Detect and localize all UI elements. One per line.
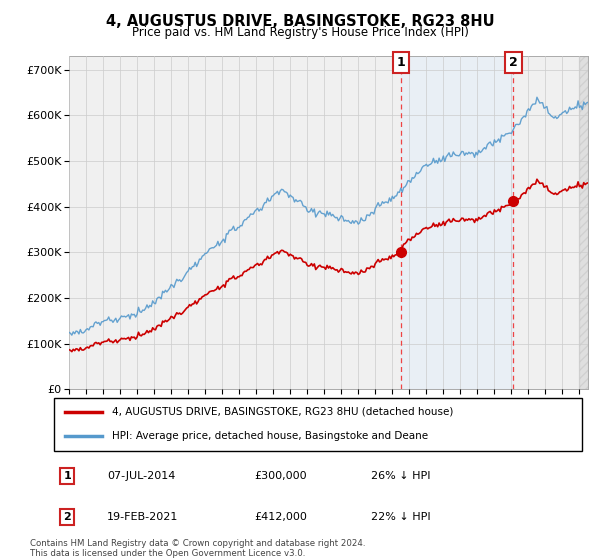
Text: 2: 2 (509, 56, 518, 69)
Text: 22% ↓ HPI: 22% ↓ HPI (371, 512, 430, 522)
Text: 19-FEB-2021: 19-FEB-2021 (107, 512, 178, 522)
Text: 4, AUGUSTUS DRIVE, BASINGSTOKE, RG23 8HU (detached house): 4, AUGUSTUS DRIVE, BASINGSTOKE, RG23 8HU… (112, 407, 454, 417)
Text: £412,000: £412,000 (254, 512, 308, 522)
Text: 26% ↓ HPI: 26% ↓ HPI (371, 472, 430, 482)
Bar (401, 56, 514, 389)
Text: HPI: Average price, detached house, Basingstoke and Deane: HPI: Average price, detached house, Basi… (112, 431, 428, 441)
Text: 1: 1 (397, 56, 406, 69)
Text: 2: 2 (64, 512, 71, 522)
FancyBboxPatch shape (54, 398, 582, 451)
Text: 1: 1 (64, 472, 71, 482)
Text: Contains HM Land Registry data © Crown copyright and database right 2024.
This d: Contains HM Land Registry data © Crown c… (30, 539, 365, 558)
Text: Price paid vs. HM Land Registry's House Price Index (HPI): Price paid vs. HM Land Registry's House … (131, 26, 469, 39)
Text: 4, AUGUSTUS DRIVE, BASINGSTOKE, RG23 8HU: 4, AUGUSTUS DRIVE, BASINGSTOKE, RG23 8HU (106, 14, 494, 29)
Text: £300,000: £300,000 (254, 472, 307, 482)
Text: 07-JUL-2014: 07-JUL-2014 (107, 472, 175, 482)
Bar (580, 56, 588, 389)
